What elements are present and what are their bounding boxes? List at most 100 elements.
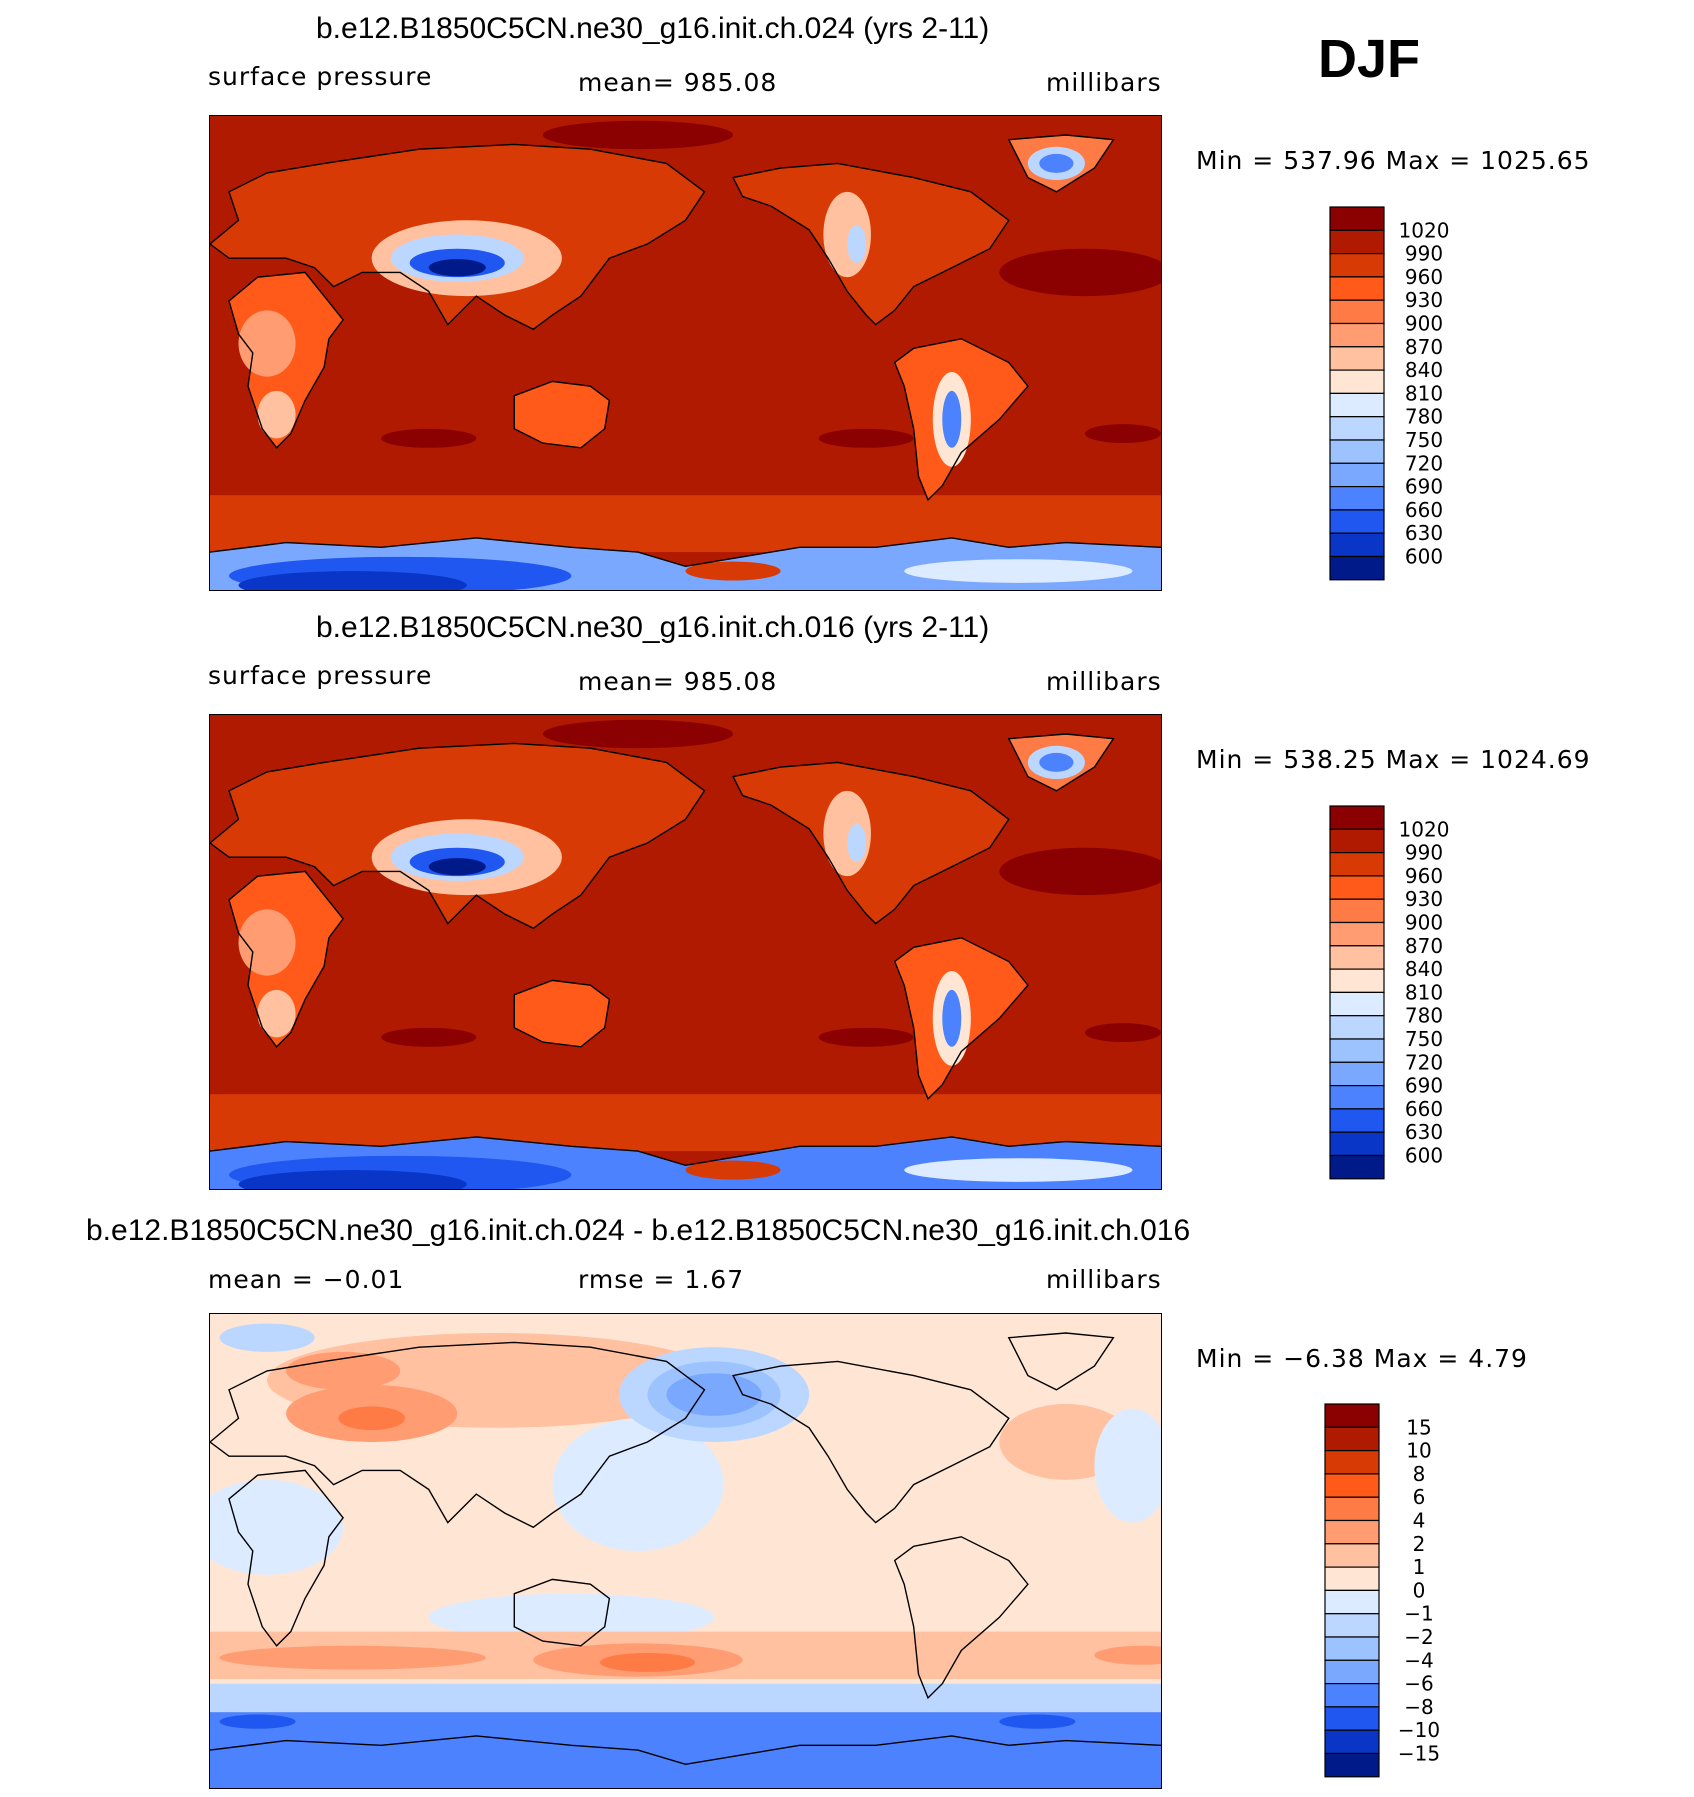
colorbar-tick-label: 630 [1405,521,1443,545]
colorbar-tick-label: 660 [1405,1097,1443,1121]
high-pressure-cell [1084,1023,1161,1043]
colorbar-box [1329,486,1385,511]
colorbar-box [1329,229,1385,255]
colorbar-box [1324,1403,1380,1428]
colorbar-box [1329,346,1385,371]
colorbar-tick-label: −6 [1404,1672,1433,1696]
colorbar-box [1324,1543,1380,1568]
colorbar-tick-label: 720 [1405,1050,1443,1074]
negative-anomaly [219,1323,315,1352]
coastline-antarctica [210,1735,1161,1766]
coastline-africa [228,870,344,1048]
colorbar-tick-label: −8 [1404,1695,1433,1719]
colorbar-box [1324,1426,1380,1452]
colorbar-tick-label: 750 [1405,428,1443,452]
colorbar-box [1329,1108,1385,1133]
colorbar-tick-label: 840 [1405,358,1443,382]
panel1-title: b.e12.B1850C5CN.ne30_g16.init.ch.024 (yr… [316,12,990,45]
colorbar-tick-label: 810 [1405,980,1443,1004]
colorbar-box [1329,462,1385,488]
colorbar-tick-label: 10 [1406,1439,1431,1463]
coastline-samerica [893,338,1029,502]
coastline-greenland [1007,134,1115,193]
colorbar-tick-label: 990 [1405,242,1443,266]
panel1-variable: surface pressure [208,62,433,91]
coastline-samerica [893,937,1029,1101]
negative-anomaly [552,1418,724,1551]
colorbar-box [1324,1589,1380,1615]
panel3-map-svg [210,1314,1161,1788]
antarctica-edge [904,1158,1133,1182]
colorbar-box [1324,1729,1380,1755]
panel2-map-svg [210,715,1161,1189]
panel2-colorbar: 1020 990 960 930 900 870 840 810 780 750 720 690 660… [1329,805,1510,1184]
colorbar-box [1324,1613,1380,1638]
coastline-australia [513,979,611,1048]
land-field [733,163,1009,325]
panel1-minmax: Min = 537.96 Max = 1025.65 [1196,146,1591,175]
colorbar-tick-label: −15 [1398,1742,1440,1766]
panel3-mean: mean = −0.01 [208,1265,405,1294]
negative-anomaly [210,1479,344,1575]
southern-ocean-band [210,495,1161,553]
rockies-field [847,225,867,263]
colorbar-box [1329,1061,1385,1087]
colorbar-tick-label: 1020 [1399,817,1450,841]
colorbar-tick-label: −1 [1404,1602,1433,1626]
high-pressure-cell [542,719,734,749]
colorbar-box [1329,532,1385,558]
coastline-eurasia [210,742,706,930]
high-pressure-cell [999,847,1161,896]
season-label: DJF [1318,29,1421,89]
colorbar-tick-label: 840 [1405,957,1443,981]
high-pressure-cell [818,428,914,448]
panel2-minmax: Min = 538.25 Max = 1024.69 [1196,745,1591,774]
colorbar-box [1329,851,1385,877]
panel1-colorbar-svg: 1020990960930900870840810780750720690660… [1329,206,1449,581]
coastline-namerica [732,162,1010,326]
coastline-africa [228,1469,344,1647]
colorbar-tick-label: 1 [1413,1555,1426,1579]
highland-field [257,989,296,1038]
colorbar-tick-label: 900 [1405,911,1443,935]
colorbar-tick-label: 690 [1405,475,1443,499]
colorbar-tick-label: 2 [1413,1532,1426,1556]
colorbar-box [1324,1496,1380,1522]
positive-anomaly [338,1406,405,1431]
negative-band [210,1712,1161,1788]
panel3-rmse: rmse = 1.67 [578,1265,745,1294]
colorbar-tick-label: 660 [1405,498,1443,522]
high-pressure-cell [542,120,734,150]
coastline-australia [513,1578,611,1647]
antarctica-ice [238,571,467,590]
colorbar-box [1329,1015,1385,1040]
negative-anomaly [666,1373,762,1416]
panel3-minmax: Min = −6.38 Max = 4.79 [1196,1344,1528,1373]
high-pressure-cell [1084,424,1161,444]
colorbar-box [1329,509,1385,534]
andes-field [942,989,962,1047]
tibet-plateau [428,259,486,277]
colorbar-tick-label: 15 [1406,1415,1431,1439]
coastline-samerica [893,1536,1029,1700]
high-pressure-cell [381,428,477,448]
colorbar-box [1329,805,1385,830]
colorbar-tick-label: 960 [1405,265,1443,289]
negative-anomaly [428,1593,715,1642]
colorbar-box [1329,1038,1385,1063]
colorbar-tick-label: 6 [1413,1485,1426,1509]
colorbar-box [1329,1131,1385,1157]
colorbar-box [1324,1683,1380,1708]
colorbar-box [1324,1566,1380,1592]
southern-ocean-band [210,1094,1161,1152]
colorbar-tick-label: −10 [1398,1718,1440,1742]
colorbar-box [1329,1085,1385,1110]
high-pressure-cell [999,248,1161,297]
positive-anomaly [1094,1645,1161,1665]
colorbar-tick-label: 990 [1405,841,1443,865]
colorbar-tick-label: 0 [1413,1578,1426,1602]
colorbar-tick-label: 780 [1405,405,1443,429]
negative-anomaly [999,1714,1076,1729]
coastline-antarctica [210,1136,1161,1167]
positive-anomaly [219,1645,486,1670]
